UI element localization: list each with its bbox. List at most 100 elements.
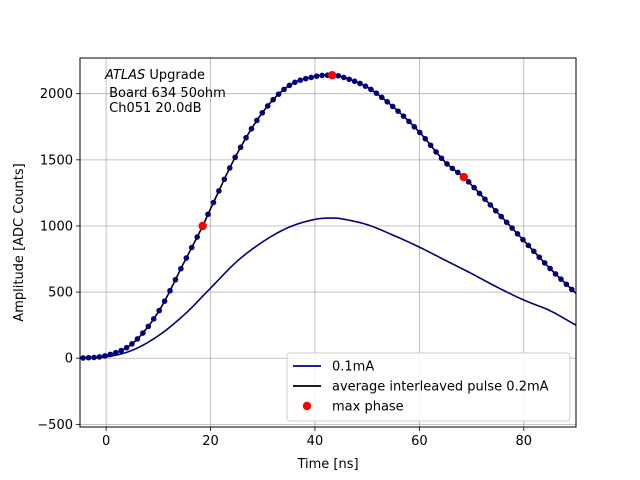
data-point	[384, 98, 391, 105]
grid-lines	[80, 58, 576, 427]
data-point	[167, 287, 173, 294]
data-point	[183, 255, 190, 261]
data-point	[438, 155, 445, 162]
axis-ticks: 0 20 40 60 80 −500 0 500 1000 1500 2000	[37, 87, 532, 449]
data-point	[514, 231, 521, 237]
annotation-line-3: Ch051 20.0dB	[105, 101, 202, 116]
data-point	[102, 353, 108, 359]
y-tick-label: 1000	[40, 219, 73, 234]
y-axis-label: Amplitude [ADC Counts]	[12, 163, 27, 321]
x-axis-label: Time [ns]	[296, 457, 358, 472]
data-point	[107, 351, 114, 358]
data-point	[552, 271, 559, 277]
x-tick-label: 40	[307, 434, 324, 449]
data-point	[400, 113, 407, 119]
data-point	[482, 196, 488, 202]
max-phase-point	[327, 70, 337, 80]
data-point	[145, 323, 152, 330]
x-tick-label: 60	[411, 434, 428, 449]
data-point	[134, 336, 141, 342]
data-point	[427, 142, 434, 149]
data-point	[406, 118, 412, 125]
data-point	[476, 190, 483, 197]
data-point	[422, 135, 429, 142]
max-phase-point	[198, 221, 207, 231]
legend-symbol-max-phase	[302, 401, 312, 411]
data-point	[509, 225, 515, 231]
data-point	[487, 202, 494, 208]
data-point	[362, 83, 369, 89]
data-point	[308, 74, 314, 81]
data-point	[248, 125, 255, 132]
data-point	[264, 103, 271, 109]
data-point	[531, 248, 537, 255]
data-point	[368, 86, 374, 93]
x-tick-label: 80	[516, 434, 533, 449]
data-point	[216, 188, 222, 194]
data-point	[340, 74, 347, 81]
axes-frame	[79, 57, 577, 428]
legend-label-average-interleaved: average interleaved pulse 0.2mA	[332, 380, 549, 395]
data-point	[275, 91, 282, 97]
data-point	[221, 176, 228, 183]
data-point	[281, 86, 287, 93]
data-point	[357, 80, 363, 87]
data-point	[563, 281, 570, 288]
data-point	[346, 76, 353, 83]
y-tick-label: 2000	[40, 87, 73, 102]
legend-box	[286, 352, 571, 422]
data-point	[389, 103, 396, 110]
data-point	[232, 154, 238, 161]
data-point	[536, 254, 543, 260]
data-point	[96, 354, 103, 360]
data-point	[226, 165, 233, 171]
y-tick-label: −500	[37, 418, 73, 433]
data-point	[411, 124, 418, 130]
data-point	[465, 179, 472, 185]
series-line-0.1mA	[80, 217, 576, 360]
annotation-atlas-italic: ATLAS	[104, 68, 145, 83]
y-tick-label: 500	[48, 286, 73, 301]
data-point	[335, 72, 342, 79]
data-point	[395, 108, 401, 114]
data-point	[444, 161, 450, 167]
data-point	[243, 134, 249, 141]
data-point	[172, 276, 179, 283]
data-point	[416, 129, 423, 136]
data-point	[520, 236, 526, 243]
legend: 0.1mA average interleaved pulse 0.2mA ma…	[286, 352, 571, 422]
legend-label-0.1mA: 0.1mA	[332, 360, 374, 375]
data-point	[150, 316, 157, 322]
data-point	[313, 73, 320, 79]
data-point	[129, 341, 135, 347]
data-point	[270, 96, 276, 103]
data-point	[525, 242, 532, 249]
annotation-upgrade: Upgrade	[145, 68, 205, 83]
data-point	[292, 79, 298, 86]
annotation-line-2: Board 634 50ohm	[105, 86, 226, 101]
y-tick-label: 1500	[40, 153, 73, 168]
data-point	[449, 165, 456, 172]
data-point	[498, 213, 505, 220]
data-point	[351, 78, 358, 85]
data-point	[558, 276, 564, 282]
data-point	[254, 117, 260, 124]
max-phase-markers	[198, 70, 468, 231]
data-point	[286, 82, 293, 89]
data-point	[302, 75, 309, 82]
data-point	[569, 286, 575, 293]
x-tick-label: 20	[202, 434, 219, 449]
data-point	[433, 149, 439, 155]
legend-label-max-phase: max phase	[332, 400, 404, 415]
data-point	[112, 349, 119, 356]
x-tick-label: 0	[102, 434, 110, 449]
data-point	[319, 72, 325, 79]
series-markers	[80, 72, 575, 361]
data-point	[210, 199, 217, 206]
data-point	[493, 207, 499, 214]
data-point	[156, 307, 162, 314]
data-point	[237, 144, 244, 151]
data-point	[85, 354, 92, 361]
data-point	[297, 77, 304, 83]
